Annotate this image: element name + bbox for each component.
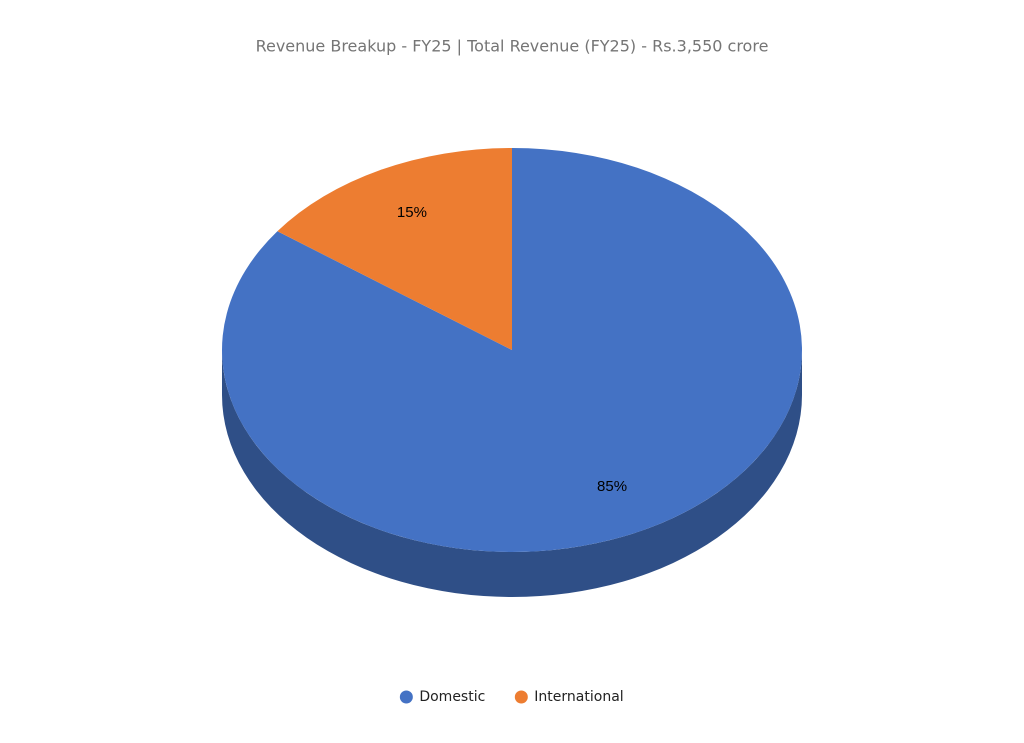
legend-label: Domestic [419, 689, 485, 705]
legend-label: International [534, 689, 623, 705]
legend: Domestic International [399, 689, 624, 705]
pie-side [222, 350, 802, 597]
data-label: 85% [597, 478, 627, 495]
legend-marker [514, 690, 528, 704]
legend-marker [399, 690, 413, 704]
chart-title: Revenue Breakup - FY25 | Total Revenue (… [256, 37, 769, 56]
pie-slice [277, 148, 512, 350]
data-label: 15% [397, 204, 427, 221]
